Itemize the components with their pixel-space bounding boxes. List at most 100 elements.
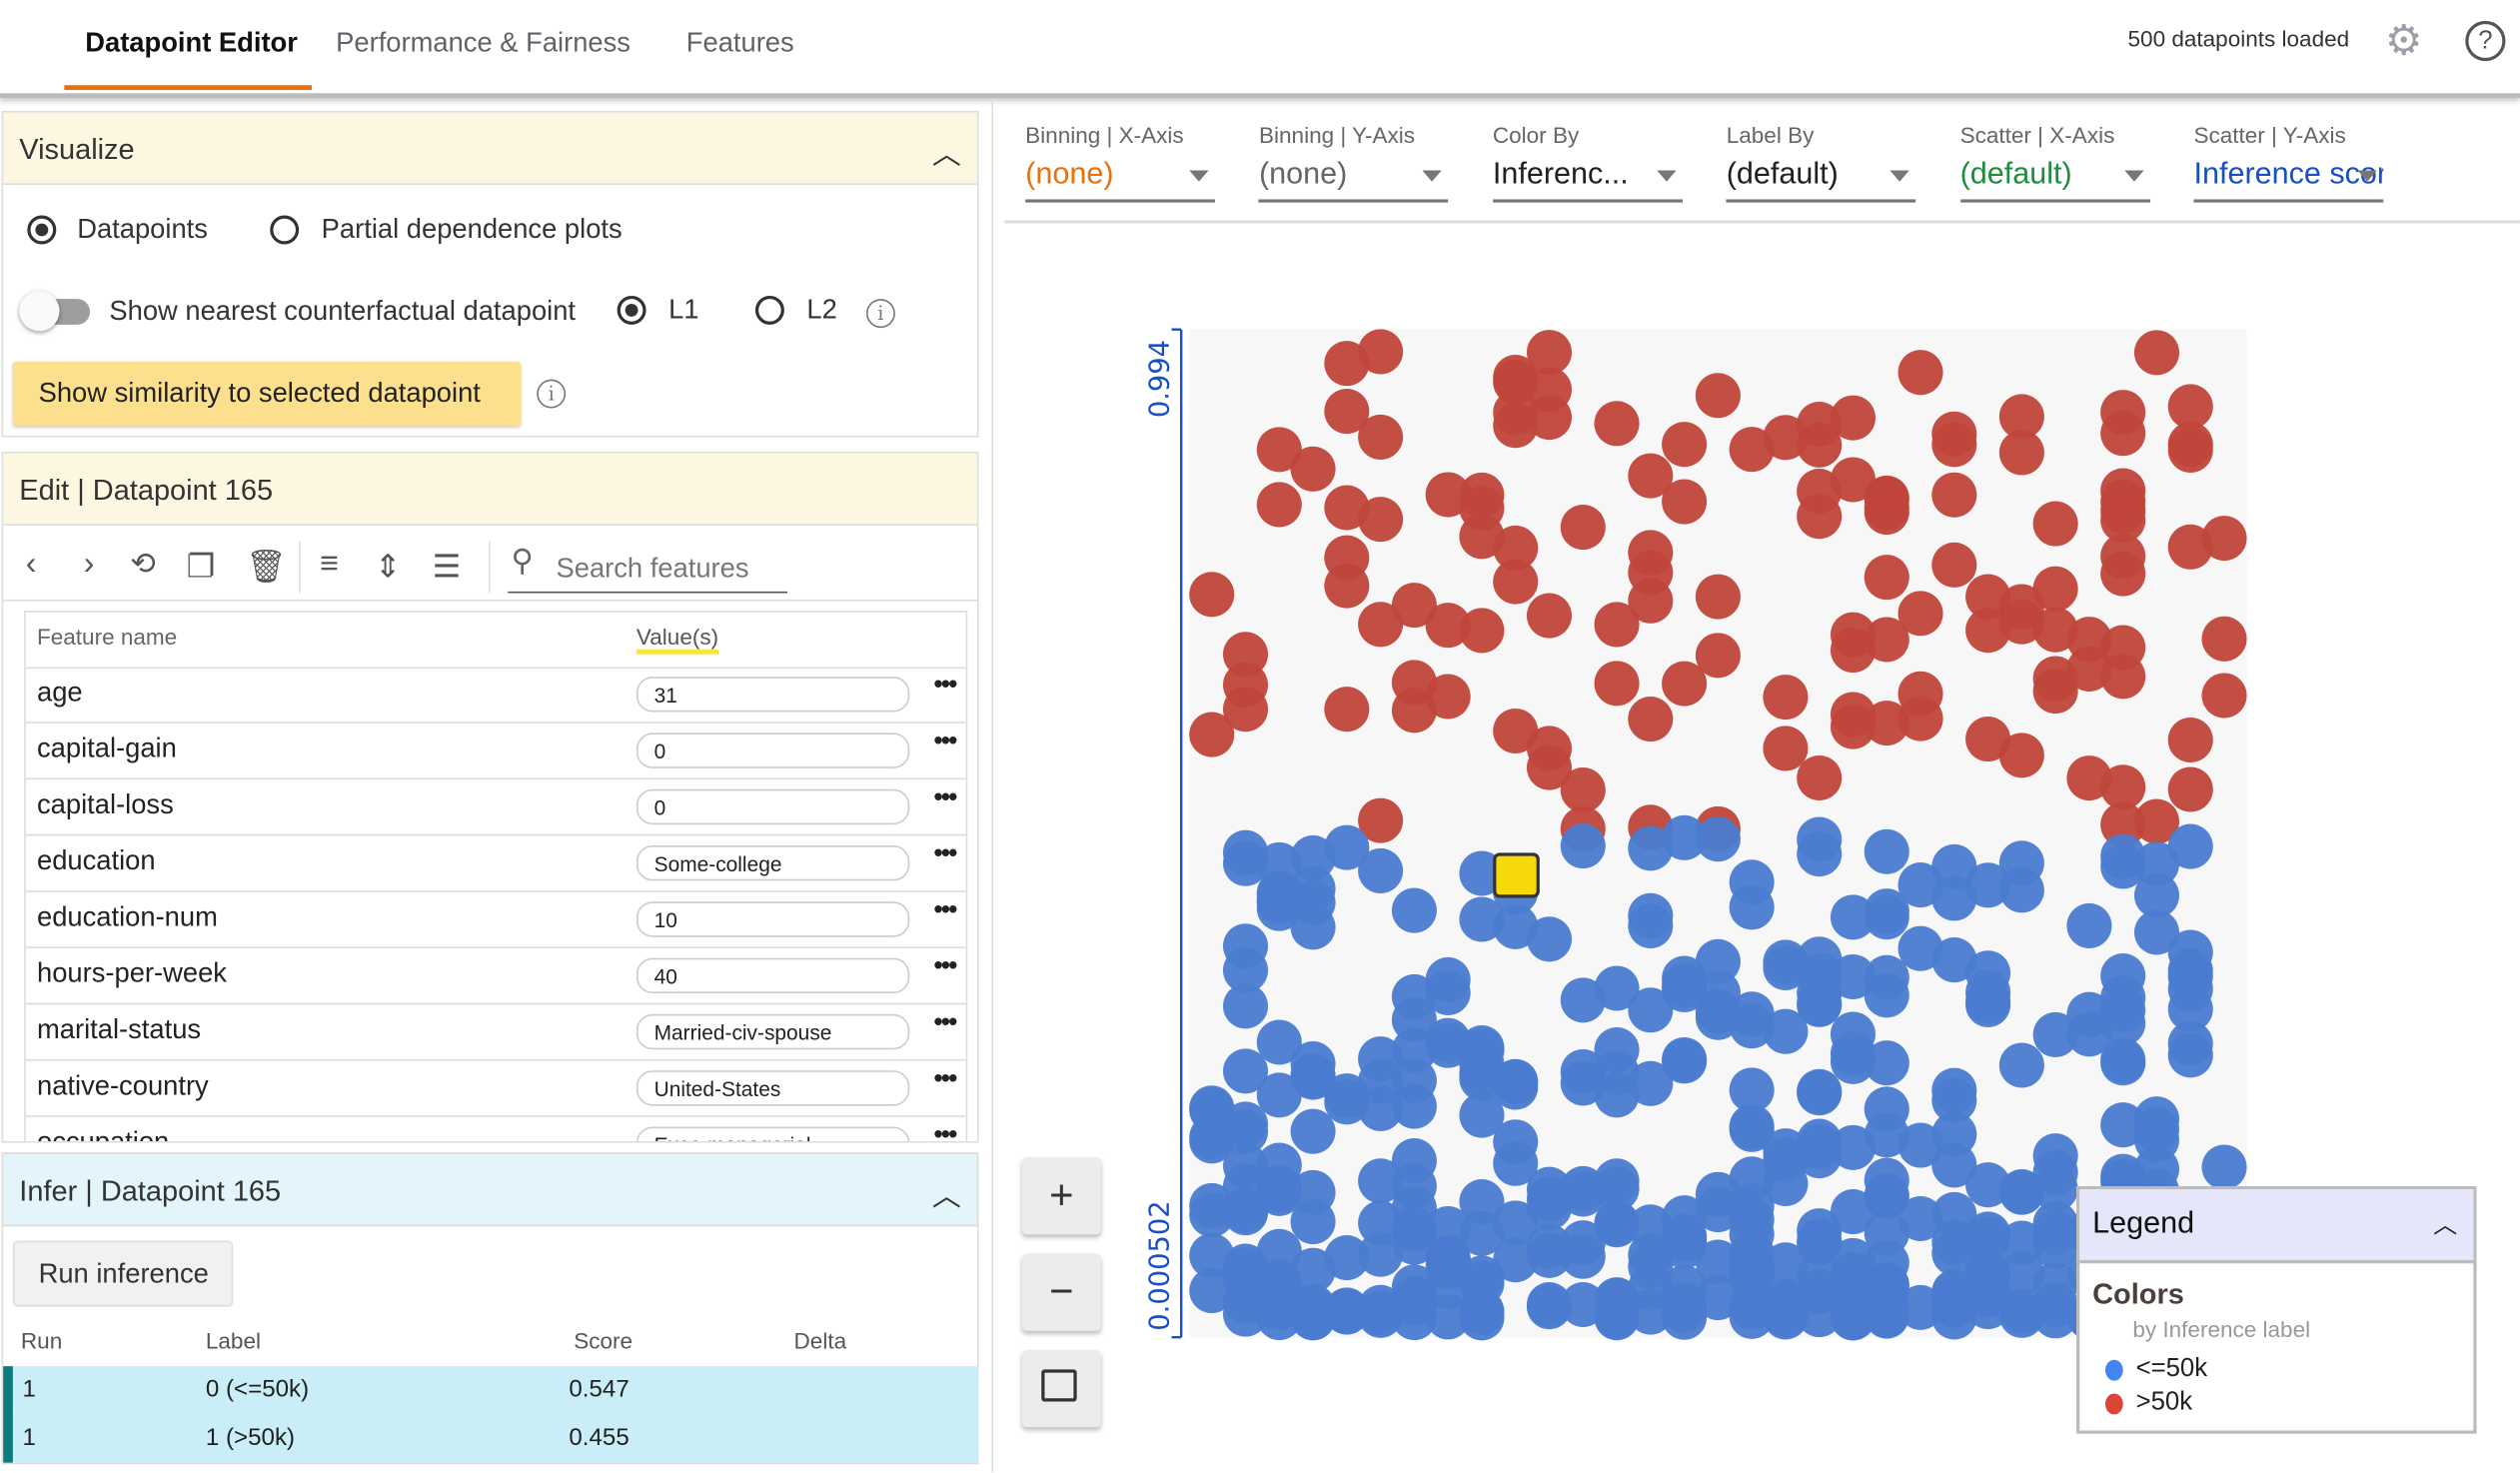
datapoint-below-50k[interactable] [1594,1277,1640,1323]
dropdown-label-by[interactable]: Label By (default) [1726,122,1916,203]
datapoint-below-50k[interactable] [2032,1293,2078,1339]
datapoint-below-50k[interactable] [1425,1022,1471,1068]
datapoint-below-50k[interactable] [1830,1124,1877,1170]
radio-partial-dependence[interactable] [270,215,300,245]
datapoint-above-50k[interactable] [2133,330,2179,376]
datapoint-above-50k[interactable] [2032,607,2078,653]
datapoint-below-50k[interactable] [1931,843,1977,889]
run-inference-button[interactable]: Run inference [12,1240,234,1307]
datapoint-above-50k[interactable] [1763,675,1809,721]
datapoint-above-50k[interactable] [1965,608,2011,654]
zoom-in-button[interactable]: + [1021,1157,1101,1235]
datapoint-below-50k[interactable] [1931,937,1977,983]
datapoint-below-50k[interactable] [1594,965,1640,1011]
datapoint-below-50k[interactable] [1965,1268,2011,1314]
datapoint-above-50k[interactable] [1830,612,1877,658]
datapoint-below-50k[interactable] [1695,938,1741,984]
chevron-up-icon[interactable]: ︿ [2433,1211,2458,1240]
datapoint-below-50k[interactable] [1662,1038,1708,1084]
info-icon[interactable]: i [865,299,895,329]
datapoint-above-50k[interactable] [1897,350,1943,396]
datapoint-below-50k[interactable] [1864,1040,1909,1086]
dropdown-value[interactable]: Inference score [2193,158,2384,203]
feature-value-input[interactable]: 40 [635,957,910,993]
datapoint-above-50k[interactable] [1324,485,1370,531]
datapoint-above-50k[interactable] [1830,395,1877,441]
feature-value-input[interactable]: 10 [635,901,910,937]
col-values[interactable]: Value(s) [635,624,719,655]
datapoint-below-50k[interactable] [1864,1267,1909,1313]
datapoint-below-50k[interactable] [1222,923,1269,969]
datapoint-above-50k[interactable] [1965,717,2011,762]
datapoint-below-50k[interactable] [1763,1137,1809,1183]
datapoint-above-50k[interactable] [1763,726,1809,771]
datapoint-below-50k[interactable] [1662,1287,1708,1333]
datapoint-below-50k[interactable] [1222,983,1269,1029]
datapoint-above-50k[interactable] [1797,469,1843,515]
datapoint-above-50k[interactable] [1425,472,1471,518]
datapoint-below-50k[interactable] [1931,1142,1977,1188]
datapoint-above-50k[interactable] [1897,696,1943,741]
datapoint-below-50k[interactable] [1763,1008,1809,1054]
more-options-icon[interactable]: ••• [933,672,957,700]
datapoint-above-50k[interactable] [1493,525,1539,571]
datapoint-above-50k[interactable] [1459,608,1505,654]
datapoint-above-50k[interactable] [1560,767,1606,813]
datapoint-below-50k[interactable] [1797,1252,1843,1298]
feature-value-input[interactable]: Exec-managerial [635,1126,910,1141]
datapoint-above-50k[interactable] [1594,602,1640,648]
datapoint-above-50k[interactable] [1324,389,1370,435]
datapoint-below-50k[interactable] [1931,1077,1977,1123]
more-options-icon[interactable]: ••• [933,1121,957,1141]
more-options-icon[interactable]: ••• [933,728,957,755]
datapoint-above-50k[interactable] [1864,701,1909,746]
datapoint-above-50k[interactable] [2066,617,2112,663]
selected-datapoint[interactable] [1493,852,1540,898]
datapoint-below-50k[interactable] [1931,1191,1977,1237]
more-options-icon[interactable]: ••• [933,1009,957,1037]
datapoint-below-50k[interactable] [1729,1196,1775,1242]
datapoint-below-50k[interactable] [1290,1199,1336,1245]
datapoint-above-50k[interactable] [2100,390,2146,436]
datapoint-below-50k[interactable] [1222,840,1269,886]
datapoint-below-50k[interactable] [1628,1060,1674,1106]
datapoint-below-50k[interactable] [1965,1162,2011,1208]
feature-value-input[interactable]: United-States [635,1070,910,1106]
datapoint-below-50k[interactable] [1594,1158,1640,1204]
datapoint-below-50k[interactable] [1998,1042,2044,1088]
datapoint-below-50k[interactable] [1560,1233,1606,1279]
feature-value-input[interactable]: Some-college [635,845,910,881]
datapoint-below-50k[interactable] [2167,947,2213,993]
datapoint-below-50k[interactable] [1830,1295,1877,1341]
datapoint-below-50k[interactable] [1628,892,1674,938]
inference-row[interactable]: 1 1 (>50k) 0.455 [3,1414,979,1463]
datapoint-below-50k[interactable] [1290,879,1336,925]
help-icon[interactable]: ? [2465,20,2506,62]
datapoint-above-50k[interactable] [1797,422,1843,468]
datapoint-below-50k[interactable] [1391,1295,1437,1341]
datapoint-below-50k[interactable] [1998,1169,2044,1215]
datapoint-below-50k[interactable] [1290,1283,1336,1329]
datapoint-above-50k[interactable] [1628,453,1674,499]
datapoint-below-50k[interactable] [1998,840,2044,886]
datapoint-below-50k[interactable] [1189,1268,1235,1314]
datapoint-below-50k[interactable] [1729,1293,1775,1339]
datapoint-below-50k[interactable] [1425,1235,1471,1281]
datapoint-above-50k[interactable] [2167,384,2213,430]
datapoint-above-50k[interactable] [1763,415,1809,461]
datapoint-above-50k[interactable] [1695,373,1741,419]
feature-value-input[interactable]: Married-civ-spouse [635,1013,910,1050]
tab-performance-fairness[interactable]: Performance & Fairness [336,27,630,58]
counterfactual-toggle[interactable] [19,291,91,332]
dropdown-value[interactable]: (none) [1259,158,1449,203]
datapoint-below-50k[interactable] [1965,981,2011,1027]
datapoint-above-50k[interactable] [1864,555,1909,601]
datapoint-below-50k[interactable] [1931,875,1977,921]
datapoint-above-50k[interactable] [2167,524,2213,570]
datapoint-below-50k[interactable] [1662,814,1708,860]
datapoint-below-50k[interactable] [2133,841,2179,887]
datapoint-below-50k[interactable] [1594,1072,1640,1118]
datapoint-above-50k[interactable] [1358,602,1404,648]
datapoint-below-50k[interactable] [1560,1060,1606,1106]
datapoint-below-50k[interactable] [1256,1019,1302,1065]
